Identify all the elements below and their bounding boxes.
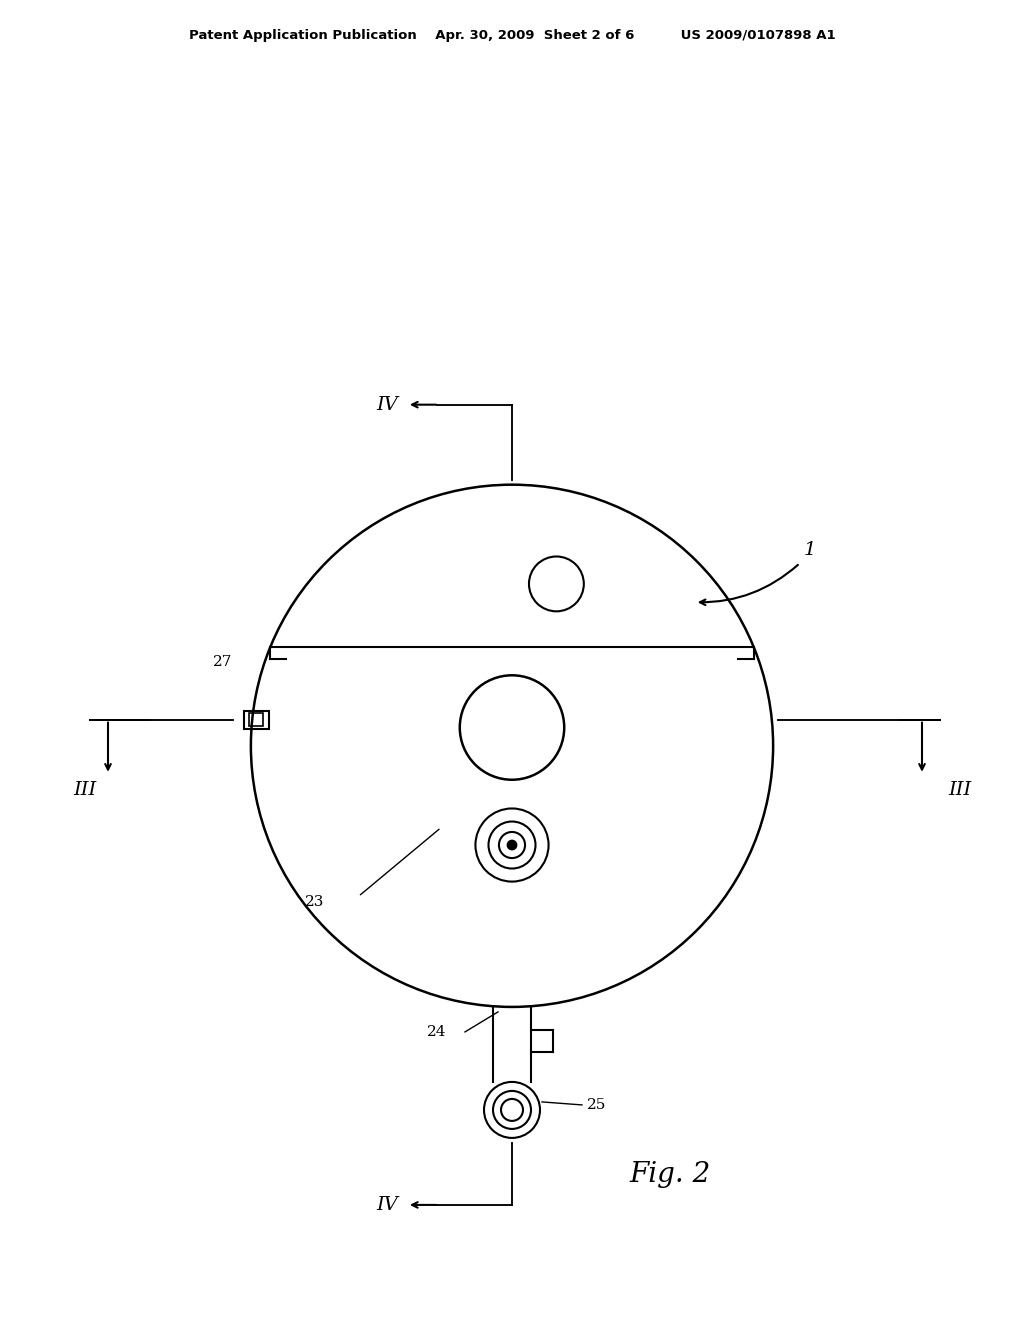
Text: IV: IV	[376, 1196, 398, 1214]
Text: III: III	[948, 780, 972, 799]
Circle shape	[507, 841, 517, 850]
Text: III: III	[74, 780, 96, 799]
Text: 27: 27	[213, 655, 232, 669]
Text: 25: 25	[587, 1098, 606, 1111]
Text: 23: 23	[304, 895, 324, 909]
Text: Fig. 2: Fig. 2	[630, 1162, 711, 1188]
Bar	[249, 713, 263, 726]
Bar	[244, 710, 269, 729]
Text: 24: 24	[427, 1024, 446, 1039]
Text: 1: 1	[804, 541, 816, 558]
Text: IV: IV	[376, 396, 398, 413]
Text: Patent Application Publication    Apr. 30, 2009  Sheet 2 of 6          US 2009/0: Patent Application Publication Apr. 30, …	[188, 29, 836, 41]
